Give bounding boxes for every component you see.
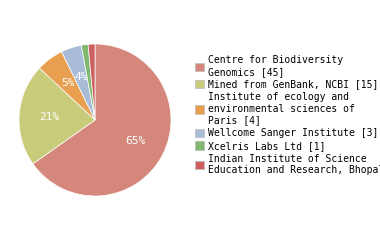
Wedge shape [62, 45, 95, 120]
Wedge shape [81, 44, 95, 120]
Wedge shape [33, 44, 171, 196]
Wedge shape [40, 52, 95, 120]
Text: 65%: 65% [125, 136, 146, 146]
Legend: Centre for Biodiversity
Genomics [45], Mined from GenBank, NCBI [15], Institute : Centre for Biodiversity Genomics [45], M… [195, 55, 380, 175]
Text: 21%: 21% [40, 112, 60, 122]
Wedge shape [88, 44, 95, 120]
Text: 4%: 4% [74, 72, 87, 82]
Text: 5%: 5% [61, 78, 74, 88]
Wedge shape [19, 68, 95, 164]
